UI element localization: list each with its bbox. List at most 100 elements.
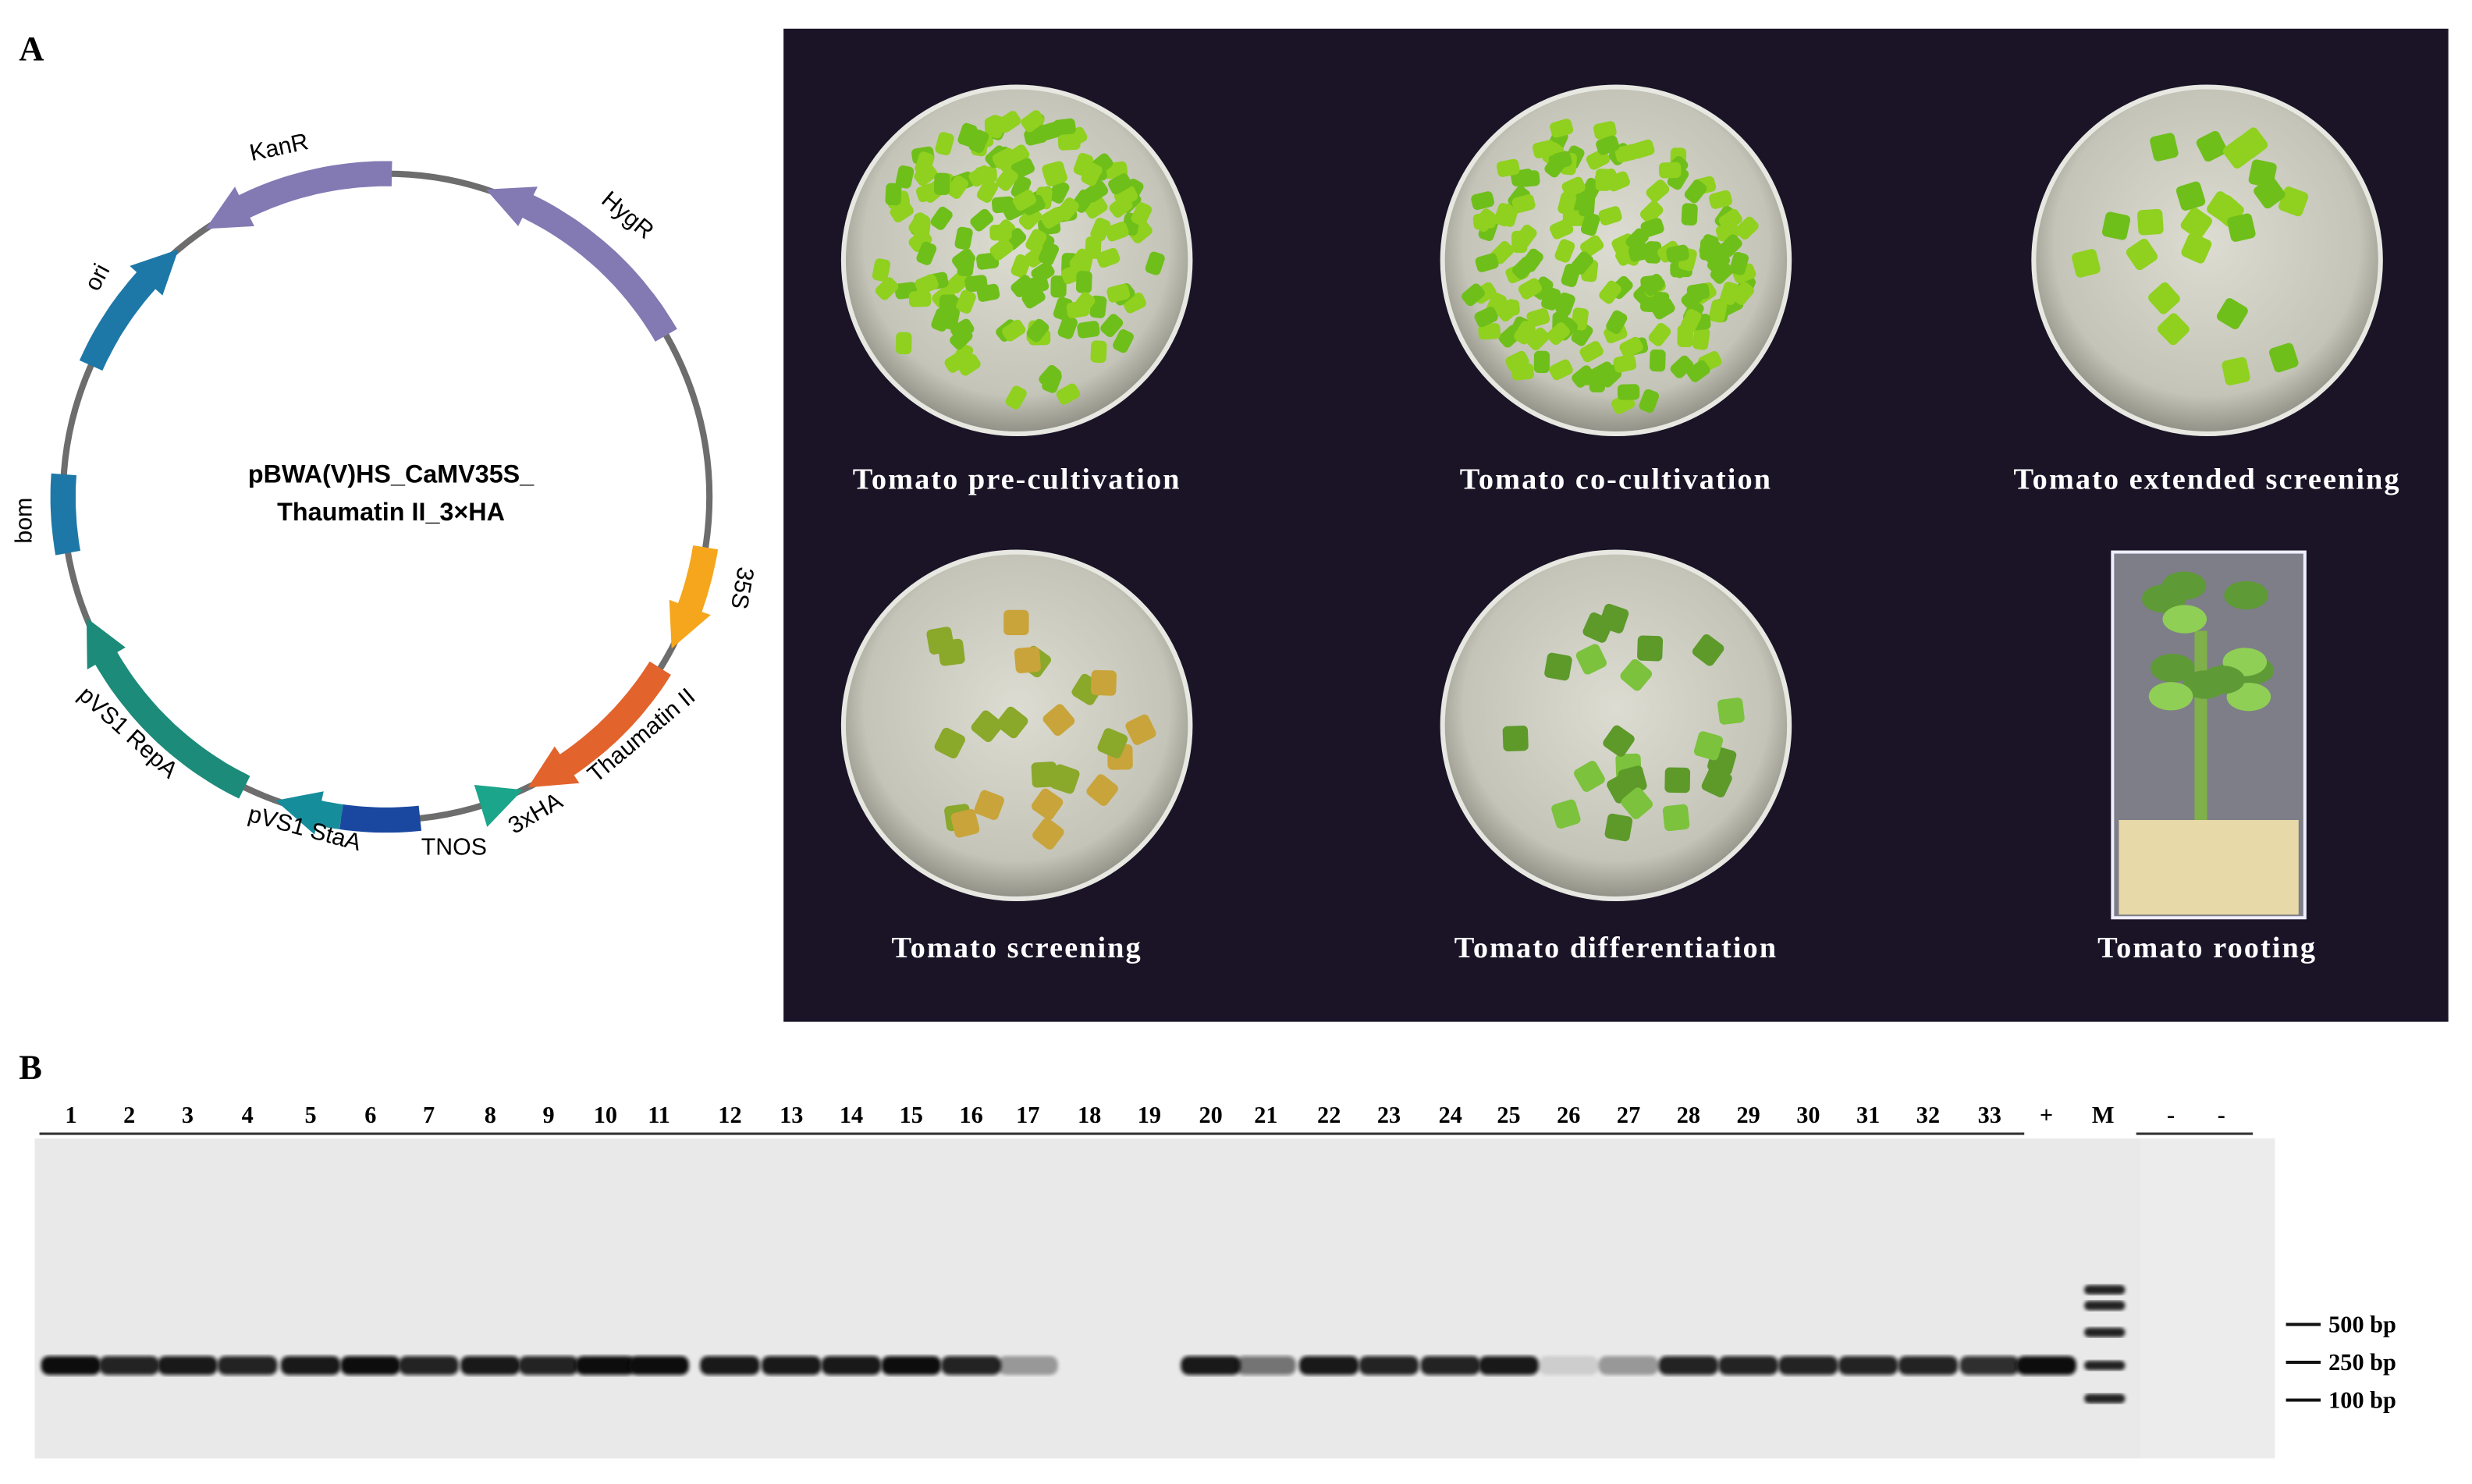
lane-label: 22 (1317, 1102, 1341, 1128)
explant (1517, 170, 1540, 187)
plasmid-feature (205, 161, 392, 229)
band (399, 1355, 459, 1376)
explant (908, 290, 932, 307)
explant (916, 241, 937, 265)
explant (1097, 728, 1128, 758)
explant (1598, 206, 1622, 225)
explant (2278, 186, 2309, 217)
band (1838, 1355, 1898, 1376)
plasmid-feature (50, 473, 81, 556)
lane-label: 6 (364, 1102, 376, 1128)
gel (2140, 1138, 2275, 1459)
explant (1056, 383, 1081, 405)
photo-caption: Tomato extended screening (2014, 463, 2401, 496)
explant (1075, 271, 1092, 293)
explant (916, 183, 940, 203)
explant (1014, 646, 1041, 673)
explant (1549, 359, 1573, 381)
explant (1599, 603, 1629, 634)
explant (1591, 361, 1615, 383)
band (217, 1355, 278, 1376)
explant (1077, 321, 1100, 339)
explant (875, 277, 899, 300)
explant (968, 130, 989, 154)
explant (1021, 110, 1045, 133)
explant (1710, 261, 1734, 284)
explant (1050, 275, 1067, 298)
explant (1085, 180, 1109, 203)
lane-label: 27 (1617, 1102, 1640, 1128)
lane-label: 23 (1377, 1102, 1401, 1128)
explant (1593, 121, 1617, 140)
explant (1031, 762, 1057, 788)
explant (1090, 340, 1107, 364)
explant (1699, 234, 1719, 258)
explant (1502, 726, 1529, 752)
explant (954, 226, 973, 250)
explant (1666, 244, 1689, 263)
explant (1494, 203, 1514, 227)
plasmid-feature (86, 617, 250, 799)
explant (1547, 322, 1570, 346)
explant (1533, 350, 1550, 374)
marker-band (2083, 1393, 2126, 1404)
explant (1131, 202, 1153, 226)
explant (1526, 308, 1550, 328)
explant (989, 238, 1014, 261)
explant (1640, 275, 1664, 293)
explant (1619, 336, 1643, 358)
explant (1042, 161, 1066, 180)
band (1658, 1355, 1719, 1376)
explant (1639, 389, 1660, 413)
explant (1594, 168, 1618, 189)
explant (1125, 714, 1156, 745)
explant (991, 196, 1014, 214)
band (2016, 1355, 2076, 1376)
band (280, 1355, 341, 1376)
explant (1544, 154, 1567, 178)
explant (1575, 644, 1607, 675)
explant (872, 258, 891, 282)
explant (1505, 350, 1529, 372)
leaf (2148, 682, 2193, 711)
explant (947, 270, 971, 293)
plasmid-feature (669, 545, 719, 649)
feature-label: KanR (247, 129, 311, 166)
panel-label: B (19, 1047, 42, 1086)
lane-label: 21 (1254, 1102, 1277, 1128)
explant (1108, 173, 1132, 195)
explant (1709, 299, 1728, 323)
explant (1735, 216, 1759, 240)
band (1479, 1355, 1539, 1376)
explant (976, 283, 1000, 302)
explant (2072, 249, 2101, 278)
feature-label: TNOS (421, 834, 487, 860)
explant (1096, 247, 1121, 268)
lane-label: 1 (65, 1102, 76, 1128)
explant (1057, 133, 1081, 151)
explant (2150, 133, 2179, 162)
band (1778, 1355, 1838, 1376)
marker-band (2083, 1301, 2126, 1311)
band (41, 1355, 101, 1376)
explant (1604, 813, 1633, 842)
band (1236, 1355, 1296, 1376)
marker-band (2083, 1285, 2126, 1295)
band (1359, 1355, 1419, 1376)
lane-label: - (2218, 1102, 2225, 1128)
lane-label: 4 (242, 1102, 254, 1128)
explant (1701, 767, 1732, 798)
explant (1023, 279, 1045, 303)
explant (2101, 211, 2131, 240)
explant (1606, 310, 1628, 334)
band (821, 1355, 882, 1376)
explant (1002, 319, 1026, 342)
band (1598, 1355, 1659, 1376)
explant (1057, 315, 1078, 339)
lane-label: 13 (780, 1102, 803, 1128)
explant (1621, 787, 1653, 819)
band (629, 1355, 689, 1376)
explant (1072, 292, 1096, 316)
lane-label: 10 (594, 1102, 617, 1128)
